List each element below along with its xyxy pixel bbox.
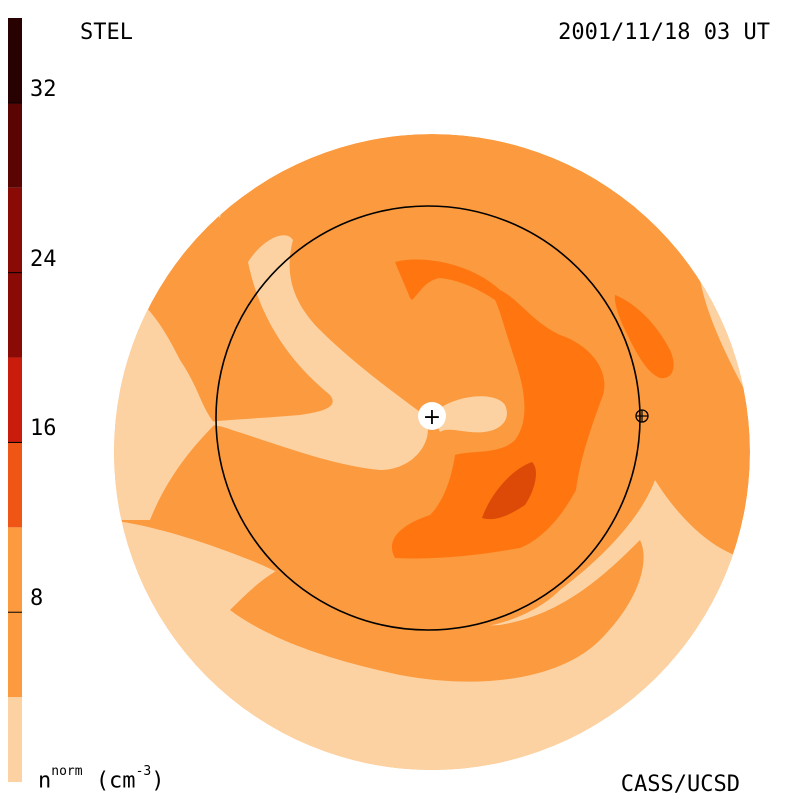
earth-orbit	[215, 205, 641, 631]
colorbar-band-5	[8, 102, 22, 188]
low-density-tongue	[432, 396, 507, 433]
quantity-superscript: norm	[51, 764, 83, 779]
sun-symbol: +	[423, 405, 441, 430]
credit-label: CASS/UCSD	[620, 772, 740, 797]
unit-text: (cm	[95, 768, 136, 794]
colorbar-band-2	[8, 442, 22, 528]
colorbar-tick-label: 8	[30, 586, 44, 612]
colorbar-tick-label: 32	[30, 76, 57, 102]
mid-density-crescent	[391, 259, 605, 559]
colorbar-band-0	[8, 697, 22, 782]
colorbar-band-6	[8, 18, 22, 103]
unit-close: )	[151, 768, 165, 794]
quantity-symbol: n	[38, 768, 52, 794]
colorbar-band-3	[8, 357, 22, 443]
colorbar-unit-label: nnorm (cm-3)	[38, 764, 165, 794]
colorbar-tick-label: 16	[30, 416, 57, 442]
timestamp-label: 2001/11/18 03 UT	[558, 20, 770, 45]
earth-marker	[635, 409, 649, 423]
low-density-inner-dark	[230, 540, 644, 682]
high-density-core	[482, 462, 536, 520]
mid-density-right-blob	[614, 295, 674, 379]
colorbar	[8, 18, 22, 782]
colorbar-tick-label: 24	[30, 246, 57, 272]
density-disk	[114, 134, 750, 770]
sun-marker: +	[418, 402, 446, 430]
unit-exponent: -3	[135, 764, 152, 779]
source-label: STEL	[80, 20, 133, 45]
